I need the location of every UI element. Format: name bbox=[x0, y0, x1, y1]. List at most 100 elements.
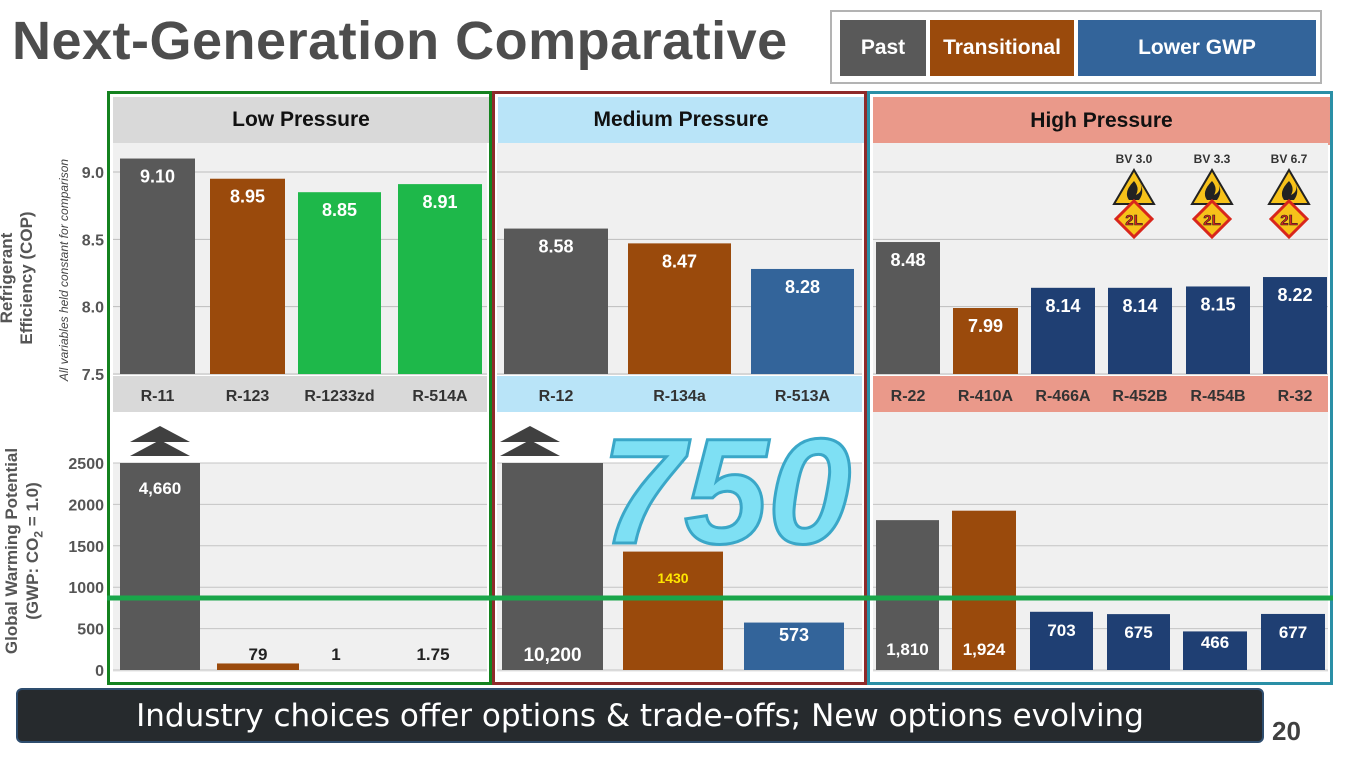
legend: Past Transitional Lower GWP bbox=[830, 10, 1322, 84]
category-label-r-466a: R-466A bbox=[1035, 388, 1091, 405]
flame-glyph bbox=[1204, 181, 1221, 200]
legend-lower-gwp: Lower GWP bbox=[1078, 20, 1316, 76]
off-scale-chevron-upper bbox=[130, 426, 190, 442]
off-scale-chevron-lower bbox=[500, 440, 560, 456]
off-scale-chevron-lower bbox=[130, 440, 190, 456]
category-label-r-12: R-12 bbox=[539, 388, 574, 405]
flame-glyph bbox=[1281, 181, 1298, 200]
category-label-r-514a: R-514A bbox=[412, 388, 468, 405]
panel-low-pressure: Low Pressure bbox=[107, 91, 492, 685]
cop-label-r-452b: 8.14 bbox=[1122, 296, 1157, 316]
cop-label-r-32: 8.22 bbox=[1277, 285, 1312, 305]
cop-bar-r-466a bbox=[1031, 287, 1095, 374]
safety-diamond-icon bbox=[1268, 198, 1310, 240]
cop-label-r-123: 8.95 bbox=[230, 187, 265, 207]
gwp-bar-r-134a bbox=[623, 551, 723, 670]
gwp-tick-label: 1500 bbox=[68, 539, 104, 556]
gwp-bar-r-32 bbox=[1261, 613, 1325, 670]
cop-bar-r-454b bbox=[1186, 286, 1250, 374]
gwp-bar-r-123 bbox=[217, 663, 299, 670]
safety-class-label: 2L bbox=[1280, 212, 1298, 229]
cop-tick-label: 8.0 bbox=[82, 300, 104, 317]
gwp-label-r-32: 677 bbox=[1279, 623, 1307, 642]
cop-bar-r-1233zd bbox=[298, 192, 381, 374]
panel-medium-pressure: Medium Pressure bbox=[492, 91, 867, 685]
cop-tick-label: 7.5 bbox=[82, 367, 104, 384]
category-band bbox=[113, 376, 487, 412]
category-label-r-1233zd: R-1233zd bbox=[304, 388, 374, 405]
gwp-tick-label: 0 bbox=[95, 663, 104, 680]
cop-tick-label: 8.5 bbox=[82, 232, 104, 249]
category-label-r-410a: R-410A bbox=[958, 388, 1014, 405]
gwp-plot-inner bbox=[873, 463, 1328, 672]
gwp-tick-label: 500 bbox=[77, 622, 104, 639]
category-label-r-452b: R-452B bbox=[1112, 388, 1167, 405]
category-label-r-454b: R-454B bbox=[1190, 388, 1245, 405]
footer-banner: Industry choices offer options & trade-o… bbox=[16, 688, 1264, 743]
burning-velocity-label: BV 3.3 bbox=[1194, 152, 1231, 166]
cop-bar-r-22 bbox=[876, 242, 940, 374]
cop-label-r-1233zd: 8.85 bbox=[322, 200, 357, 220]
category-label-r-11: R-11 bbox=[141, 388, 175, 405]
gwp-bar-r-410a bbox=[952, 510, 1016, 670]
gwp-label-r-1233zd: 1 bbox=[331, 645, 340, 664]
gwp-tick-label: 1000 bbox=[68, 580, 104, 597]
category-label-r-123: R-123 bbox=[226, 388, 270, 405]
cop-bar-r-134a bbox=[628, 243, 731, 374]
gwp-bar-r-12 bbox=[502, 463, 603, 670]
gwp-label-r-514a: 1.75 bbox=[416, 645, 449, 664]
gwp-tick-label: 2000 bbox=[68, 497, 104, 514]
y-tick-labels: 9.0 8.5 8.0 7.5 2500 2000 1500 1000 500 0 bbox=[68, 165, 104, 680]
panel-header-low: Low Pressure bbox=[113, 97, 489, 143]
cop-tick-label: 9.0 bbox=[82, 165, 104, 182]
panel-high-pressure: High Pressure bbox=[867, 91, 1333, 685]
cop-bar-r-123 bbox=[210, 178, 285, 374]
cop-label-r-11: 9.10 bbox=[140, 167, 175, 187]
safety-class-label: 2L bbox=[1125, 212, 1143, 229]
gwp-bar-r-454b bbox=[1183, 631, 1247, 670]
panel-header-medium: Medium Pressure bbox=[498, 97, 864, 143]
gwp-label-r-22: 1,810 bbox=[886, 640, 929, 659]
gwp-tick-label: 2500 bbox=[68, 456, 104, 473]
gwp-label-r-466a: 703 bbox=[1047, 621, 1075, 640]
cop-bar-r-11 bbox=[120, 158, 195, 374]
safety-diamond-icon bbox=[1113, 198, 1155, 240]
gwp-bar-r-22 bbox=[876, 520, 939, 670]
cop-plot-area bbox=[873, 143, 1328, 375]
page-number: 20 bbox=[1272, 716, 1301, 746]
cop-label-r-134a: 8.47 bbox=[662, 251, 697, 271]
gwp-label-r-410a: 1,924 bbox=[963, 640, 1006, 659]
legend-past: Past bbox=[840, 20, 926, 76]
category-label-r-32: R-32 bbox=[1278, 388, 1313, 405]
gwp-label-r-452b: 675 bbox=[1124, 623, 1152, 642]
legend-transitional: Transitional bbox=[930, 20, 1074, 76]
burning-velocity-label: BV 3.0 bbox=[1116, 152, 1153, 166]
category-label-r-513a: R-513A bbox=[775, 388, 831, 405]
gwp-label-r-11: 4,660 bbox=[139, 479, 182, 498]
category-label-r-134a: R-134a bbox=[653, 388, 706, 405]
page-title: Next-Generation Comparative bbox=[12, 11, 788, 71]
gwp-label-r-12: 10,200 bbox=[523, 645, 581, 666]
category-band bbox=[497, 376, 862, 412]
gwp-label-r-134a: 1430 bbox=[657, 570, 688, 586]
gwp-bar-r-513a bbox=[744, 622, 844, 670]
gwp-label-r-123: 79 bbox=[249, 645, 268, 664]
gwp-bar-r-452b bbox=[1107, 614, 1170, 670]
gwp-label-r-454b: 466 bbox=[1201, 633, 1229, 652]
safety-class-label: 2L bbox=[1203, 212, 1221, 229]
cop-label-r-466a: 8.14 bbox=[1045, 296, 1080, 316]
burning-velocity-label: BV 6.7 bbox=[1271, 152, 1308, 166]
off-scale-chevron-upper bbox=[500, 426, 560, 442]
cop-bar-r-32 bbox=[1263, 277, 1327, 374]
cop-label-r-12: 8.58 bbox=[538, 237, 573, 257]
gwp-threshold-value: 750 bbox=[601, 407, 851, 575]
category-label-r-22: R-22 bbox=[891, 388, 926, 405]
flame-glyph bbox=[1126, 181, 1143, 200]
cop-bar-r-452b bbox=[1108, 287, 1172, 374]
gwp-bar-r-466a bbox=[1030, 611, 1093, 670]
cop-label-r-22: 8.48 bbox=[890, 250, 925, 270]
gwp-bar-r-11 bbox=[120, 463, 200, 670]
cop-label-r-410a: 7.99 bbox=[968, 316, 1003, 336]
safety-diamond-icon bbox=[1191, 198, 1233, 240]
